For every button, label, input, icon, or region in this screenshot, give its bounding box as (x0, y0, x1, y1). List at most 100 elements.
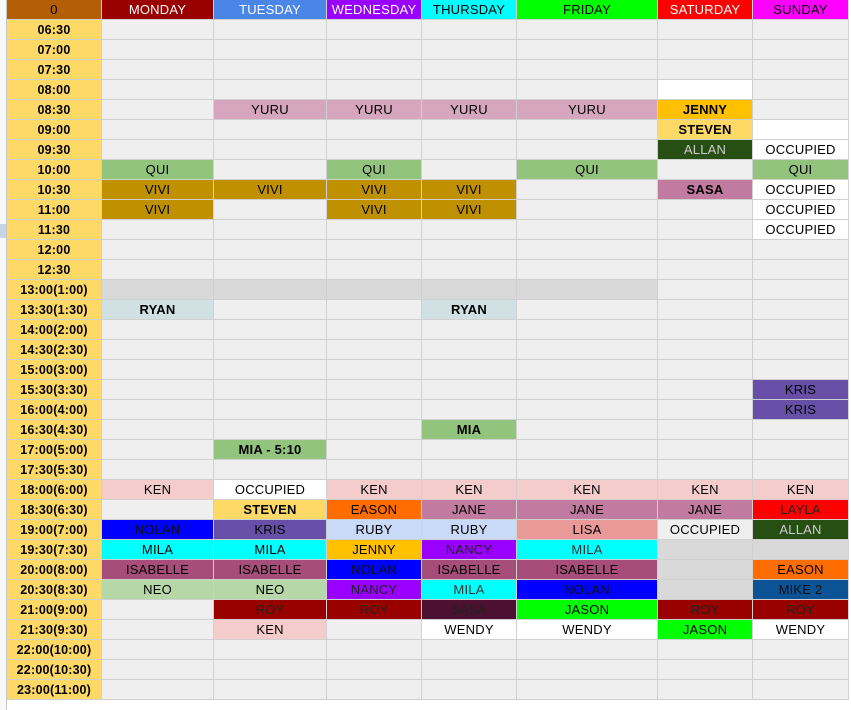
time-slot-cell[interactable]: 21:00(9:00) (7, 600, 102, 620)
schedule-cell-tuesday[interactable] (214, 280, 327, 300)
schedule-cell-sunday[interactable] (753, 540, 849, 560)
schedule-cell-thursday[interactable] (422, 260, 517, 280)
schedule-cell-monday[interactable]: ISABELLE (102, 560, 214, 580)
schedule-cell-tuesday[interactable] (214, 460, 327, 480)
schedule-cell-thursday[interactable]: SASA (422, 600, 517, 620)
schedule-cell-thursday[interactable] (422, 360, 517, 380)
schedule-cell-thursday[interactable]: KEN (422, 480, 517, 500)
time-slot-cell[interactable]: 07:30 (7, 60, 102, 80)
schedule-cell-sunday[interactable]: ROY (753, 600, 849, 620)
schedule-cell-saturday[interactable] (658, 240, 753, 260)
schedule-cell-tuesday[interactable] (214, 400, 327, 420)
schedule-cell-wednesday[interactable] (327, 320, 422, 340)
time-slot-cell[interactable]: 07:00 (7, 40, 102, 60)
schedule-cell-friday[interactable]: KEN (517, 480, 658, 500)
schedule-cell-monday[interactable]: VIVI (102, 200, 214, 220)
schedule-cell-friday[interactable]: LISA (517, 520, 658, 540)
schedule-cell-saturday[interactable] (658, 380, 753, 400)
schedule-cell-monday[interactable] (102, 40, 214, 60)
schedule-cell-monday[interactable] (102, 120, 214, 140)
schedule-cell-friday[interactable] (517, 260, 658, 280)
schedule-cell-wednesday[interactable] (327, 460, 422, 480)
time-slot-cell[interactable]: 18:30(6:30) (7, 500, 102, 520)
schedule-cell-friday[interactable]: YURU (517, 100, 658, 120)
schedule-cell-saturday[interactable] (658, 320, 753, 340)
schedule-cell-monday[interactable] (102, 280, 214, 300)
schedule-cell-tuesday[interactable] (214, 680, 327, 700)
time-slot-cell[interactable]: 06:30 (7, 20, 102, 40)
schedule-cell-friday[interactable] (517, 20, 658, 40)
schedule-cell-monday[interactable] (102, 100, 214, 120)
schedule-cell-monday[interactable] (102, 260, 214, 280)
day-header-wednesday[interactable]: WEDNESDAY (327, 0, 422, 20)
schedule-cell-sunday[interactable] (753, 340, 849, 360)
schedule-cell-sunday[interactable]: OCCUPIED (753, 180, 849, 200)
time-slot-cell[interactable]: 08:30 (7, 100, 102, 120)
schedule-cell-saturday[interactable] (658, 560, 753, 580)
schedule-cell-friday[interactable] (517, 380, 658, 400)
schedule-cell-wednesday[interactable] (327, 20, 422, 40)
schedule-cell-tuesday[interactable]: KRIS (214, 520, 327, 540)
time-slot-cell[interactable]: 11:00 (7, 200, 102, 220)
schedule-cell-tuesday[interactable] (214, 260, 327, 280)
schedule-cell-sunday[interactable]: KEN (753, 480, 849, 500)
schedule-cell-sunday[interactable] (753, 460, 849, 480)
schedule-cell-tuesday[interactable] (214, 80, 327, 100)
schedule-cell-monday[interactable] (102, 660, 214, 680)
time-slot-cell[interactable]: 09:00 (7, 120, 102, 140)
schedule-cell-thursday[interactable]: VIVI (422, 200, 517, 220)
schedule-cell-friday[interactable]: WENDY (517, 620, 658, 640)
schedule-cell-saturday[interactable] (658, 660, 753, 680)
schedule-cell-thursday[interactable]: RUBY (422, 520, 517, 540)
schedule-cell-saturday[interactable] (658, 440, 753, 460)
schedule-cell-monday[interactable] (102, 320, 214, 340)
schedule-cell-sunday[interactable]: QUI (753, 160, 849, 180)
schedule-cell-friday[interactable]: QUI (517, 160, 658, 180)
schedule-cell-saturday[interactable] (658, 220, 753, 240)
schedule-cell-wednesday[interactable] (327, 660, 422, 680)
schedule-cell-saturday[interactable]: OCCUPIED (658, 520, 753, 540)
schedule-cell-friday[interactable] (517, 400, 658, 420)
schedule-cell-wednesday[interactable]: QUI (327, 160, 422, 180)
schedule-cell-tuesday[interactable]: OCCUPIED (214, 480, 327, 500)
schedule-cell-friday[interactable]: ISABELLE (517, 560, 658, 580)
schedule-cell-wednesday[interactable] (327, 80, 422, 100)
schedule-cell-friday[interactable] (517, 40, 658, 60)
schedule-cell-saturday[interactable]: JANE (658, 500, 753, 520)
schedule-cell-saturday[interactable] (658, 340, 753, 360)
day-header-saturday[interactable]: SATURDAY (658, 0, 753, 20)
schedule-cell-wednesday[interactable]: NOLAN (327, 560, 422, 580)
time-slot-cell[interactable]: 15:00(3:00) (7, 360, 102, 380)
schedule-cell-saturday[interactable] (658, 80, 753, 100)
schedule-cell-thursday[interactable] (422, 220, 517, 240)
schedule-cell-sunday[interactable]: EASON (753, 560, 849, 580)
schedule-cell-saturday[interactable] (658, 20, 753, 40)
schedule-cell-saturday[interactable]: KEN (658, 480, 753, 500)
schedule-cell-thursday[interactable] (422, 280, 517, 300)
schedule-cell-tuesday[interactable] (214, 320, 327, 340)
schedule-cell-thursday[interactable] (422, 640, 517, 660)
schedule-cell-friday[interactable] (517, 460, 658, 480)
schedule-cell-thursday[interactable] (422, 680, 517, 700)
schedule-cell-tuesday[interactable] (214, 660, 327, 680)
schedule-cell-monday[interactable] (102, 500, 214, 520)
schedule-cell-monday[interactable] (102, 240, 214, 260)
schedule-cell-saturday[interactable] (658, 640, 753, 660)
schedule-cell-monday[interactable]: KEN (102, 480, 214, 500)
schedule-cell-sunday[interactable] (753, 440, 849, 460)
schedule-cell-friday[interactable] (517, 280, 658, 300)
schedule-cell-thursday[interactable]: RYAN (422, 300, 517, 320)
schedule-cell-monday[interactable] (102, 460, 214, 480)
time-slot-cell[interactable]: 22:00(10:00) (7, 640, 102, 660)
schedule-cell-saturday[interactable] (658, 680, 753, 700)
schedule-cell-saturday[interactable] (658, 280, 753, 300)
schedule-cell-thursday[interactable] (422, 40, 517, 60)
time-slot-cell[interactable]: 11:30 (7, 220, 102, 240)
schedule-cell-thursday[interactable] (422, 320, 517, 340)
schedule-cell-tuesday[interactable]: MIA - 5:10 (214, 440, 327, 460)
schedule-cell-monday[interactable] (102, 400, 214, 420)
schedule-cell-wednesday[interactable]: VIVI (327, 180, 422, 200)
schedule-cell-sunday[interactable] (753, 60, 849, 80)
schedule-cell-thursday[interactable] (422, 20, 517, 40)
time-slot-cell[interactable]: 13:30(1:30) (7, 300, 102, 320)
